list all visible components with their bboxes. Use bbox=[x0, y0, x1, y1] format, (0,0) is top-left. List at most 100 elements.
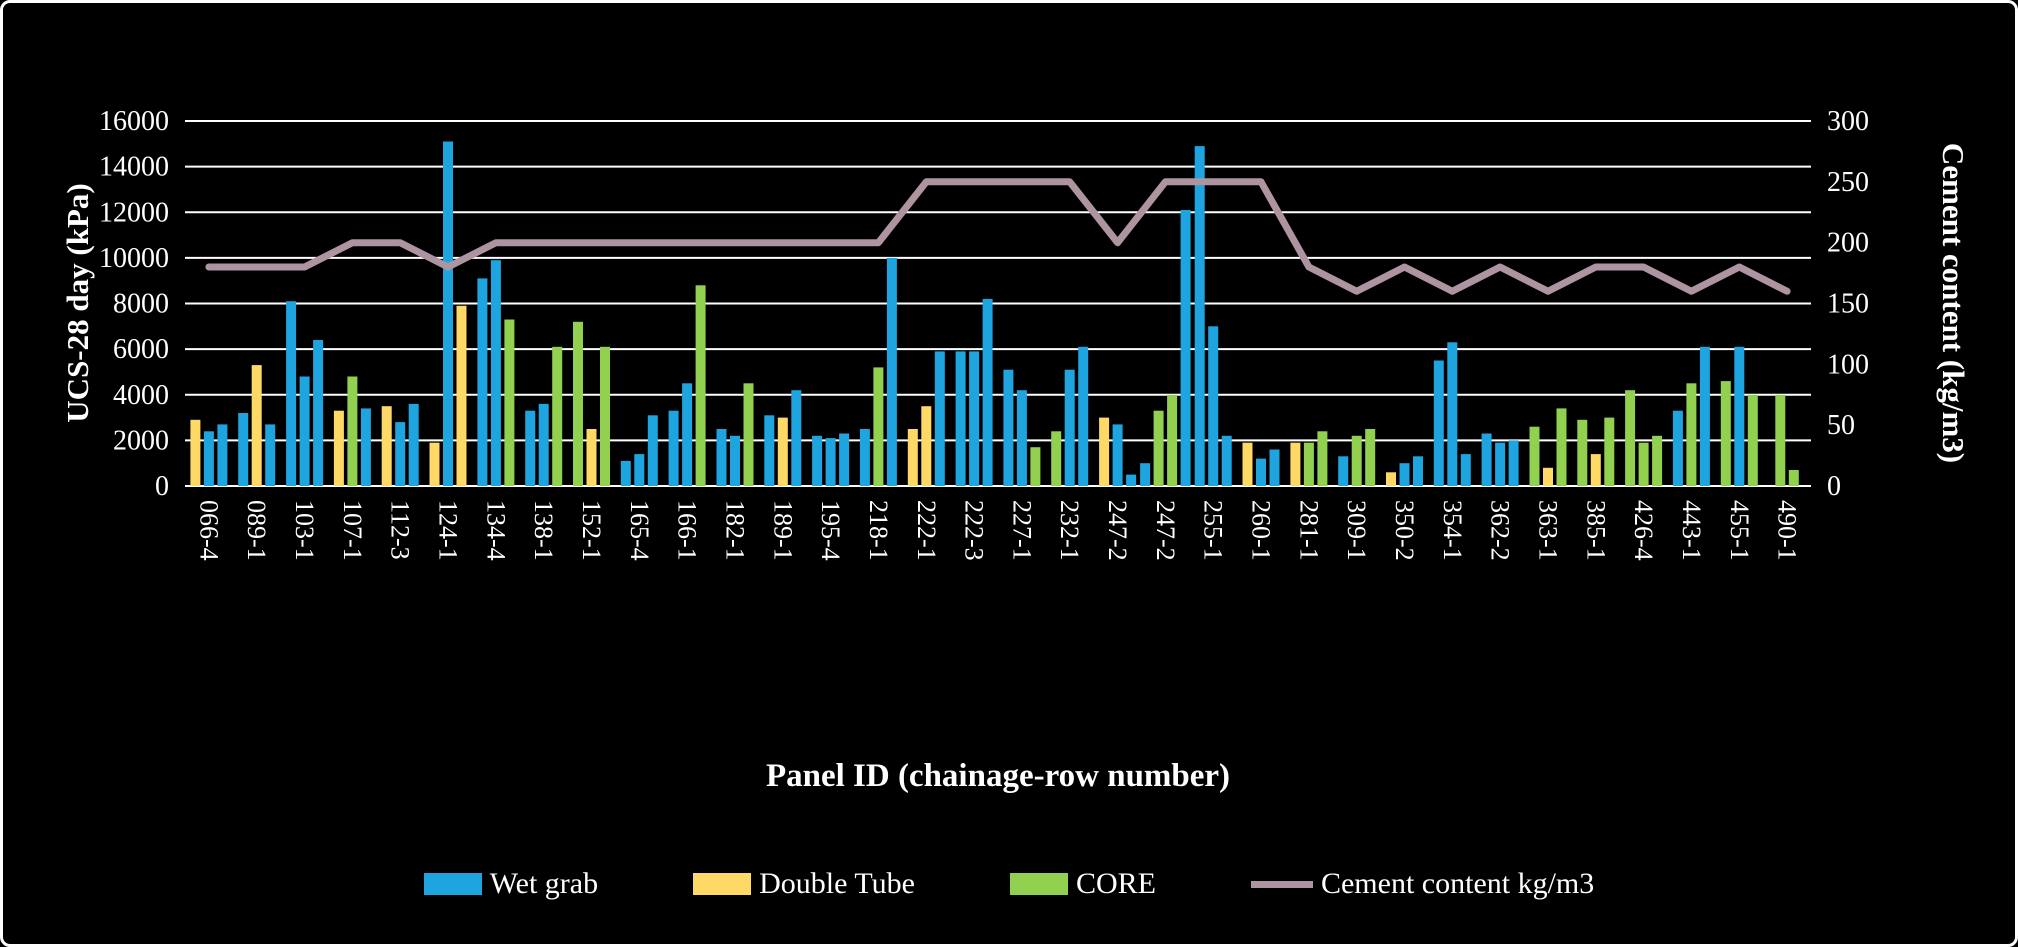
bar-wet-grab bbox=[1003, 369, 1014, 486]
bar-double-tube bbox=[190, 419, 201, 486]
bar-double-tube bbox=[907, 429, 918, 486]
bar-core bbox=[1051, 431, 1062, 487]
bar-double-tube bbox=[381, 406, 392, 486]
bar-wet-grab bbox=[730, 435, 740, 486]
bar-core bbox=[1747, 394, 1758, 487]
bar-wet-grab bbox=[668, 410, 679, 486]
wet-grab-swatch-icon bbox=[423, 873, 482, 895]
bar-double-tube bbox=[1590, 454, 1601, 486]
bar-wet-grab bbox=[1447, 342, 1458, 486]
bar-wet-grab bbox=[886, 257, 897, 486]
left-axis-tick: 0 bbox=[155, 471, 169, 502]
left-axis-tick: 8000 bbox=[113, 289, 169, 320]
bar-core bbox=[1303, 442, 1314, 486]
bar-wet-grab bbox=[538, 403, 549, 486]
bar-wet-grab bbox=[408, 403, 419, 486]
bar-double-tube bbox=[251, 365, 262, 486]
bar-wet-grab bbox=[839, 433, 850, 486]
bar-core bbox=[1720, 381, 1731, 486]
bar-wet-grab bbox=[955, 351, 966, 486]
bar-double-tube bbox=[1099, 417, 1110, 486]
bar-core bbox=[1638, 442, 1649, 486]
bar-core bbox=[1604, 417, 1615, 486]
bar-core bbox=[1351, 435, 1362, 486]
category-label: 124-1 bbox=[434, 500, 463, 561]
bar-double-tube bbox=[586, 429, 597, 486]
category-label: 227-1 bbox=[1007, 500, 1036, 561]
bar-wet-grab bbox=[1180, 210, 1191, 486]
left-axis-tick: 2000 bbox=[113, 425, 169, 456]
bar-wet-grab bbox=[859, 429, 870, 486]
legend-label: CORE bbox=[1075, 867, 1156, 900]
category-labels: 066-4 089-1 103-1 107-1 112-3 124-1 134-4 138-1… bbox=[194, 500, 1801, 561]
category-label: 089-1 bbox=[242, 500, 271, 561]
category-label: 134-4 bbox=[481, 500, 510, 561]
bar-double-tube bbox=[429, 442, 440, 486]
bar-core bbox=[1167, 394, 1178, 487]
category-label: 066-4 bbox=[194, 500, 223, 561]
bar-wet-grab bbox=[1208, 326, 1219, 486]
category-label: 281-1 bbox=[1294, 500, 1323, 561]
bar-wet-grab bbox=[1269, 449, 1280, 486]
right-axis-tick: 250 bbox=[1827, 167, 1869, 198]
bar-core bbox=[1577, 419, 1588, 486]
right-axis-tick: 200 bbox=[1827, 228, 1869, 259]
chart-legend: Wet grab Double Tube CORE Cement content… bbox=[3, 867, 2015, 901]
bar-core bbox=[743, 383, 754, 486]
category-label: 189-1 bbox=[768, 500, 797, 561]
left-axis-tick: 14000 bbox=[99, 152, 169, 183]
left-axis-tick: 6000 bbox=[113, 334, 169, 365]
bar-wet-grab bbox=[1078, 346, 1089, 486]
category-label: 490-1 bbox=[1773, 500, 1802, 561]
bar-core bbox=[1529, 426, 1540, 486]
bar-wet-grab bbox=[716, 429, 727, 486]
bar-wet-grab bbox=[477, 278, 488, 486]
category-label: 309-1 bbox=[1342, 500, 1371, 561]
bar-wet-grab bbox=[395, 422, 406, 486]
right-axis-tick: 100 bbox=[1827, 349, 1869, 380]
category-label: 455-1 bbox=[1725, 500, 1754, 561]
legend-item-core: CORE bbox=[1009, 867, 1156, 901]
core-swatch-icon bbox=[1009, 873, 1068, 895]
bar-wet-grab bbox=[1221, 435, 1232, 486]
category-label: 350-2 bbox=[1390, 500, 1419, 561]
bar-wet-grab bbox=[443, 141, 453, 486]
left-axis-tick: 16000 bbox=[99, 106, 169, 137]
bar-wet-grab bbox=[1112, 424, 1123, 486]
category-label: 260-1 bbox=[1247, 500, 1276, 561]
bar-core bbox=[1317, 431, 1328, 487]
left-axis-title: UCS-28 day (kPa) bbox=[60, 183, 95, 423]
bar-double-tube bbox=[777, 417, 788, 486]
legend-label: Double Tube bbox=[759, 867, 915, 900]
right-axis-title: Cement content (kg/m3) bbox=[1936, 142, 1971, 464]
left-axis-tick: 4000 bbox=[113, 380, 169, 411]
ucs-cement-chart-plot: 0 2000 4000 6000 8000 10000 12000 14000 16000 0 50… bbox=[99, 106, 1869, 561]
bar-wet-grab bbox=[934, 351, 945, 486]
bar-wet-grab bbox=[1399, 463, 1410, 486]
bar-core bbox=[1652, 435, 1663, 486]
bar-double-tube bbox=[921, 406, 932, 486]
bar-wet-grab bbox=[265, 424, 276, 486]
bar-wet-grab bbox=[682, 383, 693, 486]
cement-content-line bbox=[205, 178, 1791, 295]
bar-wet-grab bbox=[1140, 463, 1151, 486]
category-label: 247-2 bbox=[1103, 500, 1132, 561]
category-label: 362-2 bbox=[1486, 500, 1515, 561]
category-label: 103-1 bbox=[290, 500, 319, 561]
bar-wet-grab bbox=[1495, 442, 1506, 486]
bar-core bbox=[695, 285, 706, 487]
bar-wet-grab bbox=[1734, 346, 1745, 486]
legend-item-wet-grab: Wet grab bbox=[423, 867, 598, 901]
category-label: 247-2 bbox=[1151, 500, 1180, 561]
bar-double-tube bbox=[333, 410, 344, 486]
bar-wet-grab bbox=[969, 351, 980, 486]
bar-core bbox=[552, 346, 563, 486]
bar-core bbox=[573, 321, 583, 487]
bar-wet-grab bbox=[286, 301, 297, 486]
bar-wet-grab bbox=[203, 431, 214, 487]
bar-core bbox=[600, 346, 610, 486]
right-axis-tick: 50 bbox=[1827, 410, 1855, 441]
bar-core bbox=[1365, 429, 1376, 486]
category-label: 222-1 bbox=[912, 500, 941, 561]
